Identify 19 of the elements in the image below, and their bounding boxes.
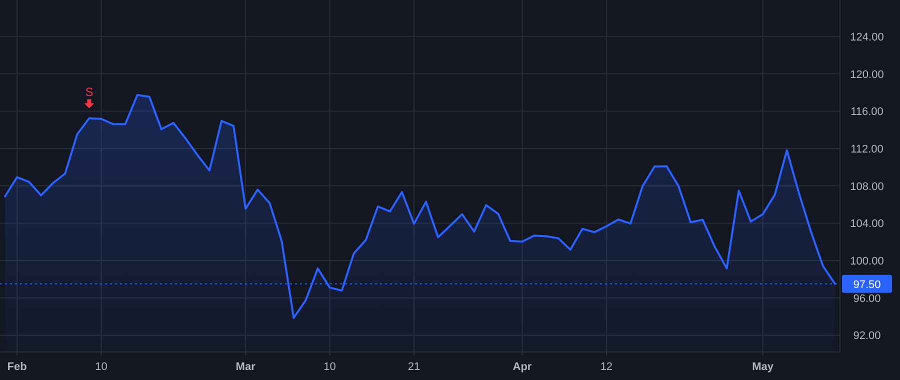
x-tick-label: Mar [236, 361, 256, 373]
x-tick-label: May [752, 361, 774, 373]
annotation: S [85, 85, 94, 100]
y-tick-label: 100.00 [850, 256, 884, 268]
y-tick-label: 108.00 [850, 180, 884, 193]
x-tick-label: 21 [408, 361, 420, 373]
y-tick-label: 120.00 [850, 68, 884, 81]
y-tick-label: 116.00 [850, 106, 884, 118]
ref-line-label: 97.50 [853, 278, 881, 291]
y-tick-label: 92.00 [853, 330, 881, 342]
y-tick-label: 104.00 [850, 218, 884, 230]
x-tick-label: 12 [600, 361, 613, 373]
y-tick-label: 112.00 [850, 143, 884, 156]
x-tick-label: Apr [512, 361, 532, 373]
x-tick-label: 10 [324, 361, 336, 373]
x-tick-label: 10 [95, 361, 108, 373]
x-tick-label: Feb [7, 361, 28, 373]
y-tick-label: 124.00 [850, 31, 884, 44]
y-tick-label: 96.00 [853, 292, 881, 305]
